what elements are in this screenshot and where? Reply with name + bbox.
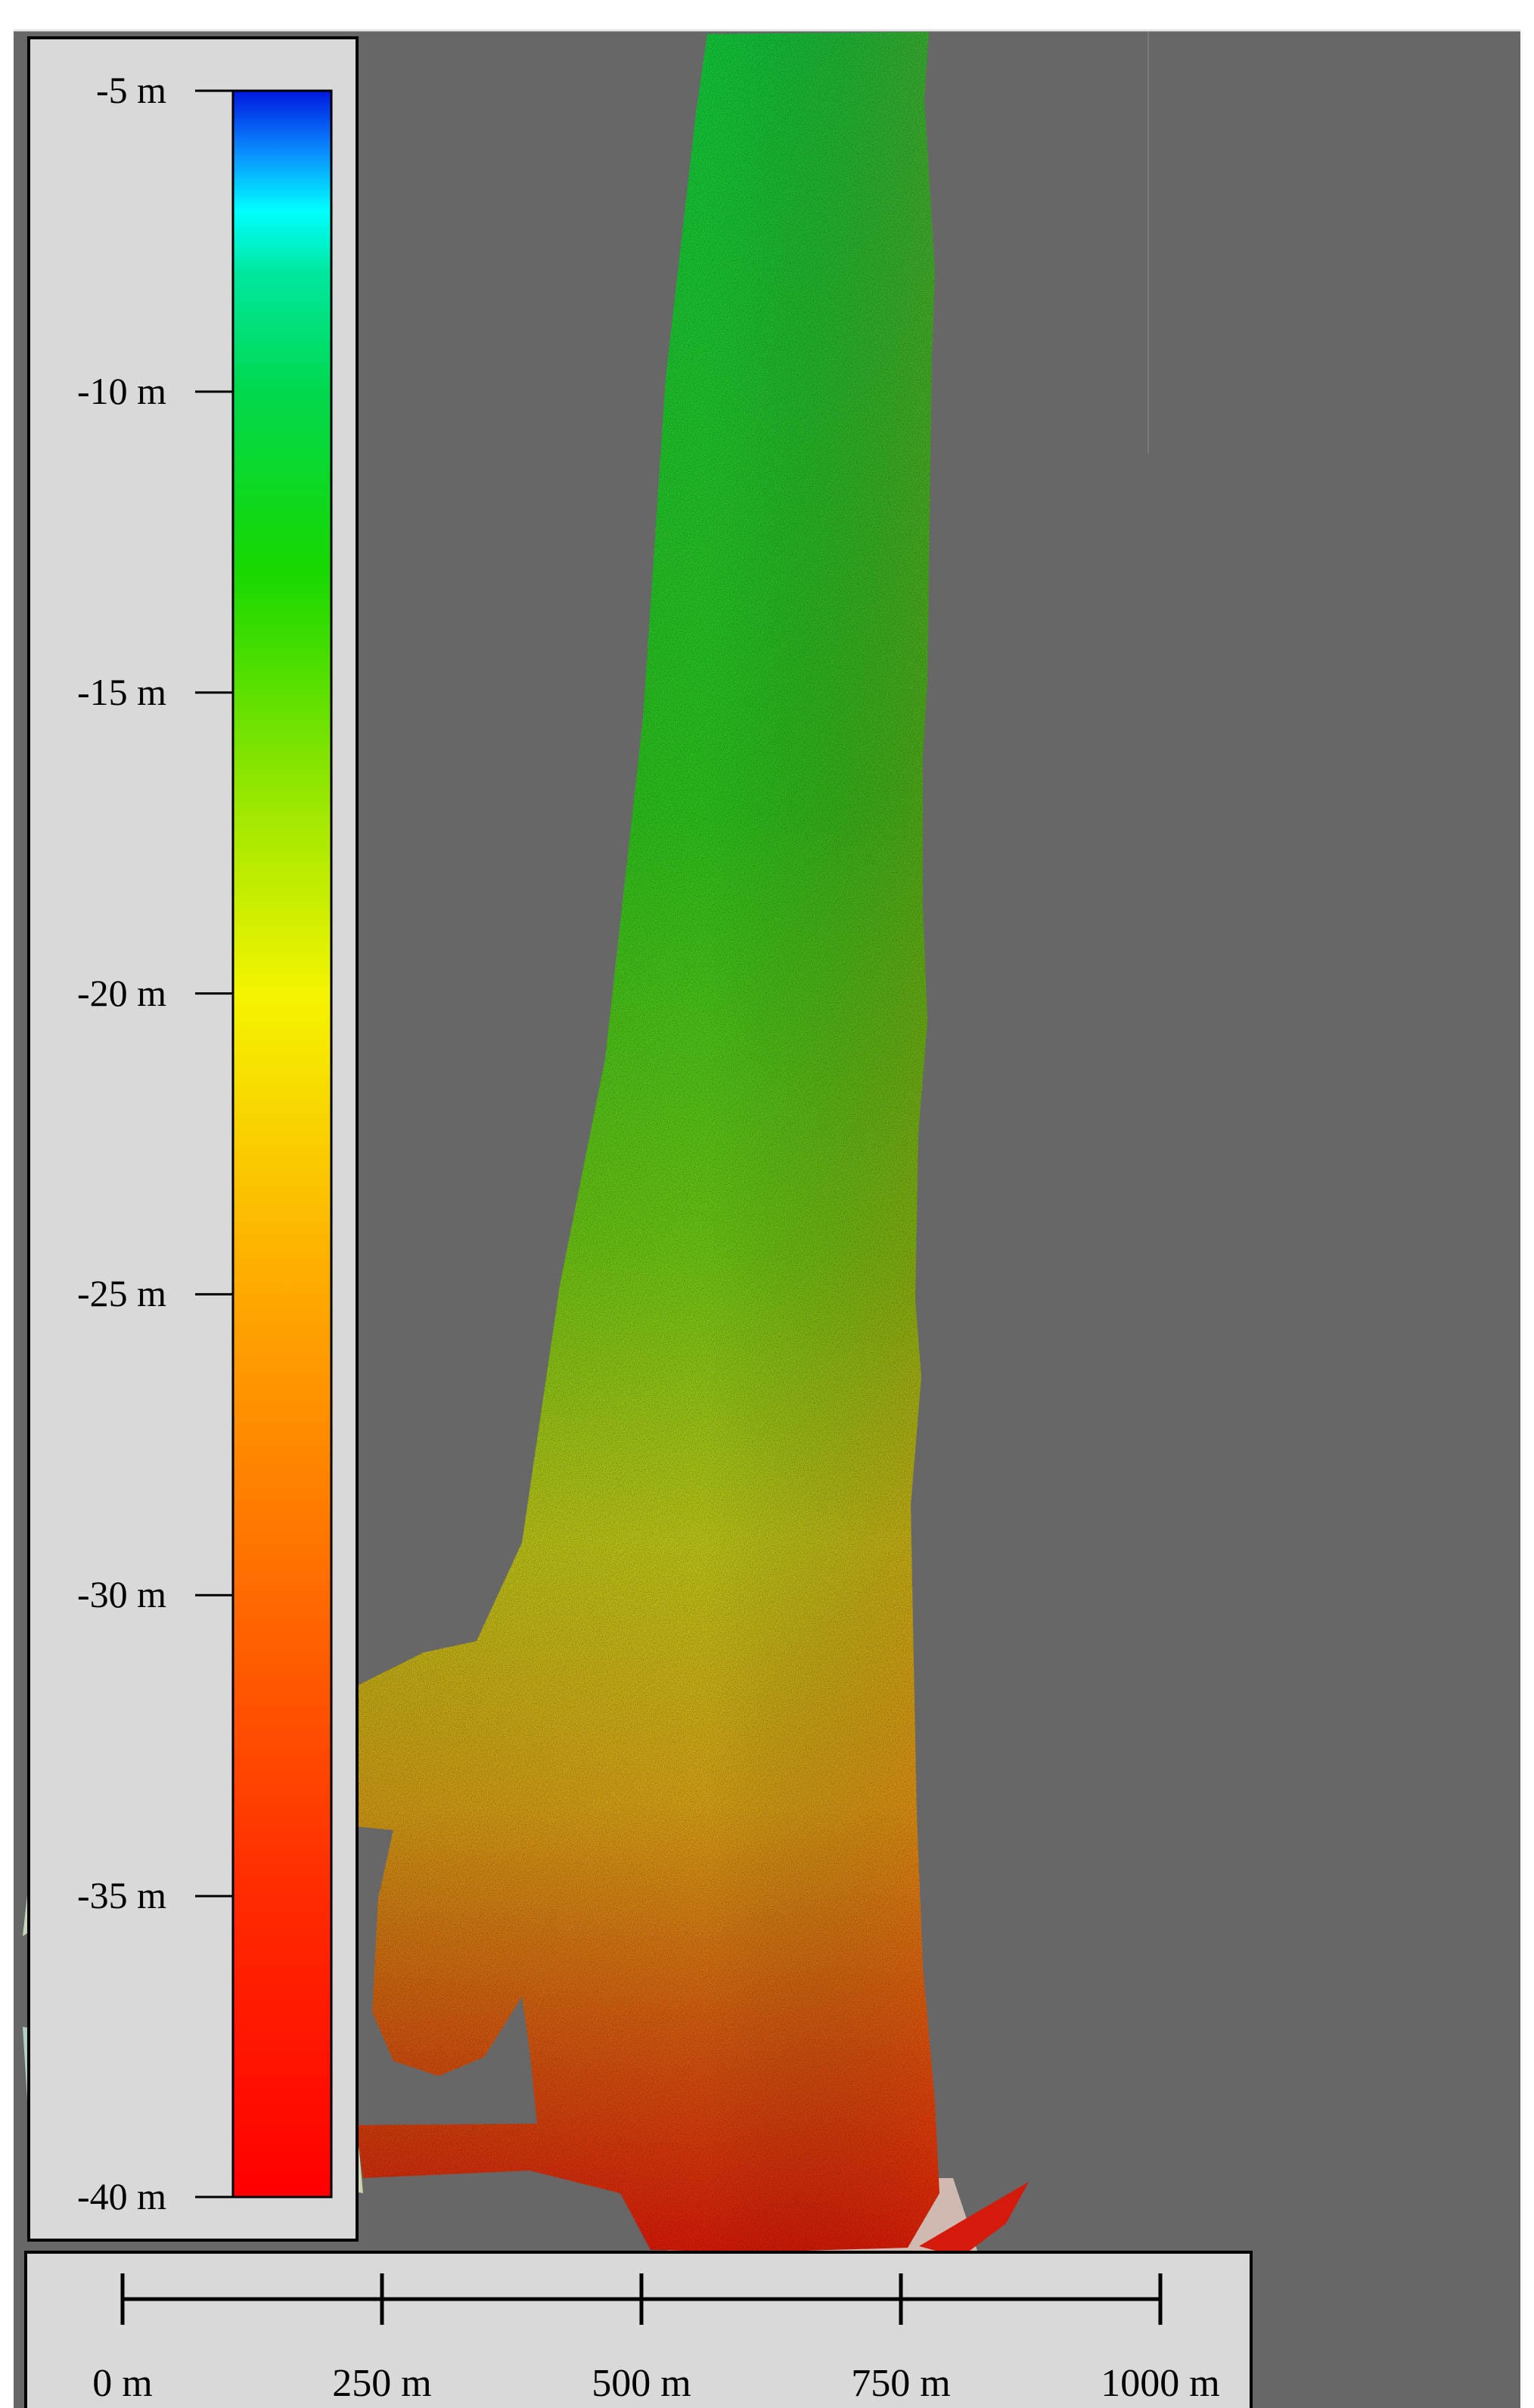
colorbar-tick-label: -20 m <box>76 971 166 1014</box>
colorbar-tick-label: -40 m <box>76 2175 166 2217</box>
survey-swath-texture <box>356 32 939 2252</box>
scale-bar-tick-label: 250 m <box>332 2362 432 2405</box>
survey-swath <box>356 32 1029 2258</box>
colorbar-tick-label: -5 m <box>95 69 166 111</box>
colorbar-tick-label: -30 m <box>76 1573 166 1616</box>
colorbar-tick-label: -25 m <box>76 1272 166 1315</box>
scale-bar-tick-label: 750 m <box>851 2362 951 2405</box>
colorbar-tick-label: -15 m <box>76 670 166 713</box>
survey-swath-red-tip <box>919 2182 1029 2258</box>
scale-bar-tick-label: 500 m <box>592 2362 691 2405</box>
scale-bar-tick-label: 1000 m <box>1101 2362 1220 2405</box>
colorbar <box>195 89 333 2199</box>
colorbar-gradient <box>231 89 333 2199</box>
scale-bar-tick-label: 0 m <box>92 2362 153 2405</box>
colorbar-tick-label: -35 m <box>76 1874 166 1917</box>
scale-bar <box>120 2273 1163 2325</box>
scale-bar-panel <box>24 2251 1253 2408</box>
colorbar-tick-label: -10 m <box>76 369 166 412</box>
